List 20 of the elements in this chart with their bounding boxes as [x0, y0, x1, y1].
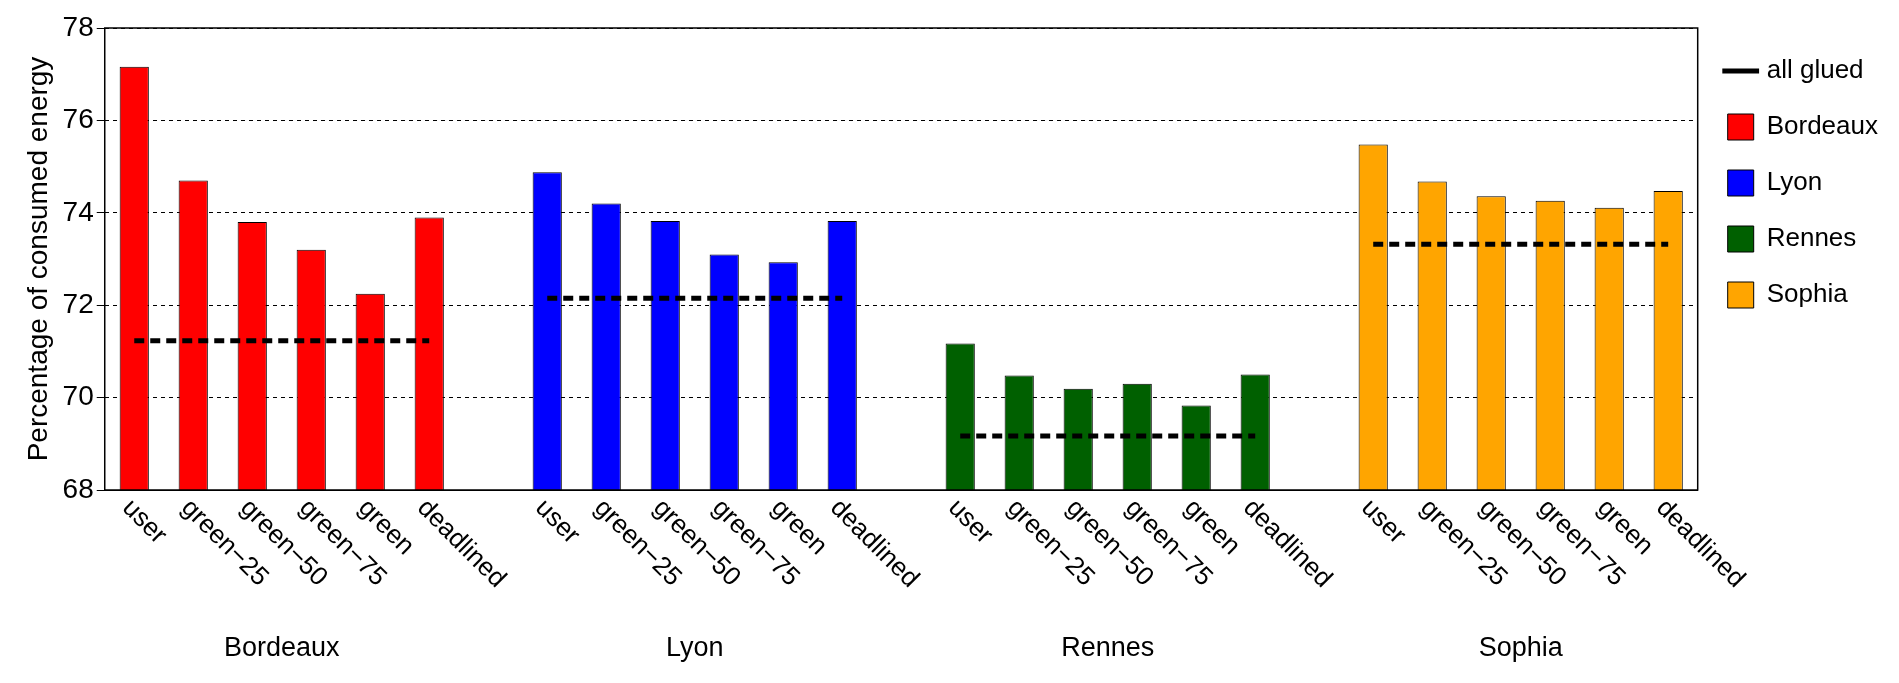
- y-tick-label: 72: [62, 287, 94, 319]
- y-tick-label: 74: [62, 195, 94, 227]
- y-tick-label: 68: [62, 472, 94, 504]
- text: Bordeaux: [223, 632, 341, 662]
- legend-label: Sophia: [1766, 278, 1849, 309]
- legend-label: Bordeaux: [1766, 110, 1879, 141]
- y-tick-label: 78: [62, 10, 94, 42]
- y-axis-title: Percentage of consumed energy: [21, 56, 53, 462]
- y-tick-label: 70: [62, 380, 94, 412]
- x-tick-label: user: [1355, 492, 1414, 550]
- legend-label: Lyon: [1766, 166, 1823, 197]
- text: Sophia: [1478, 632, 1564, 662]
- x-tick-label: user: [529, 492, 588, 550]
- text: Rennes: [1061, 632, 1155, 662]
- x-tick-label: user: [116, 492, 175, 550]
- x-tick-label: user: [942, 492, 1001, 550]
- text: Lyon: [665, 632, 724, 662]
- y-tick-label: 76: [62, 103, 94, 135]
- legend-label: all glued: [1766, 54, 1864, 85]
- legend-label: Rennes: [1766, 222, 1857, 253]
